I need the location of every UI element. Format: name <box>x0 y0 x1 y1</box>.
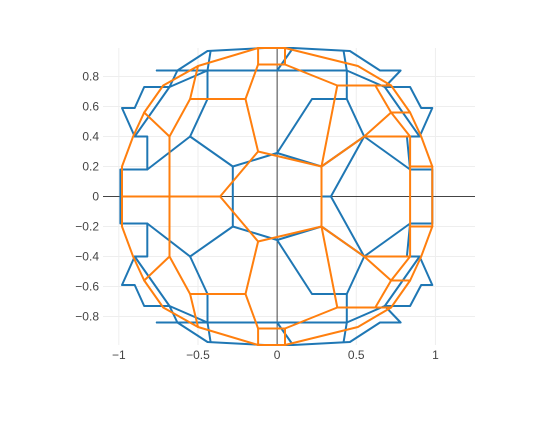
x-tick-label: −0.5 <box>186 348 210 362</box>
series-line <box>133 255 212 343</box>
y-tick-label: −0.6 <box>75 280 99 294</box>
series-line <box>189 135 234 258</box>
series-line <box>374 279 393 309</box>
y-tick-label: −0.2 <box>75 220 99 234</box>
series-line <box>257 47 286 66</box>
series-line <box>143 255 192 295</box>
series-line <box>219 195 260 295</box>
x-tick-label: 0 <box>274 348 281 362</box>
series-line <box>345 255 366 324</box>
series-line <box>390 111 434 168</box>
series-line <box>189 255 209 324</box>
series-line <box>168 98 192 138</box>
y-tick-label: 0.8 <box>82 70 99 84</box>
x-tick-label: −1 <box>112 348 126 362</box>
x-tick-label: 1 <box>432 348 439 362</box>
series-line <box>155 321 294 346</box>
y-tick-label: 0 <box>92 190 99 204</box>
series-line <box>284 63 393 87</box>
series-line <box>342 50 421 138</box>
x-axis-ticks: −1 −0.5 0 0.5 1 <box>112 348 439 362</box>
series-line <box>168 98 260 198</box>
series-line <box>133 50 212 138</box>
series-line <box>189 293 260 330</box>
series-line <box>143 111 171 258</box>
series-line <box>257 225 339 309</box>
x-tick-label: 0.5 <box>348 348 365 362</box>
y-axis-ticks: −0.8 −0.6 −0.4 −0.2 0 0.2 0.4 0.6 0.8 <box>75 70 99 324</box>
series-line <box>342 255 421 343</box>
series-1 <box>121 47 434 346</box>
series-line <box>329 195 366 258</box>
series-line <box>257 84 339 168</box>
series-line <box>329 135 366 198</box>
series-line <box>155 47 294 72</box>
series-line <box>390 225 412 282</box>
y-tick-label: 0.2 <box>82 160 99 174</box>
series-line <box>189 69 209 138</box>
series-line <box>276 98 348 154</box>
series-line <box>276 239 348 295</box>
series-line <box>119 69 179 324</box>
series-line <box>284 306 377 346</box>
series-line <box>363 135 412 171</box>
y-tick-label: 0.4 <box>82 130 99 144</box>
y-tick-label: 0.6 <box>82 100 99 114</box>
series-line <box>257 327 286 346</box>
series-line <box>345 69 366 138</box>
series-line <box>363 222 412 258</box>
series-layer <box>119 47 434 346</box>
y-tick-label: −0.4 <box>75 250 99 264</box>
y-tick-label: −0.8 <box>75 310 99 324</box>
